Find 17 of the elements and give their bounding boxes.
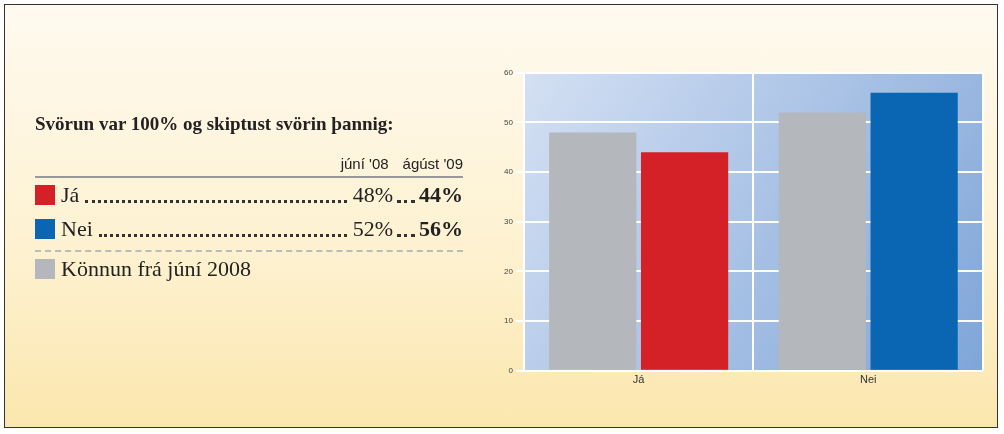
text: 48% xyxy=(352,182,393,208)
y-tick-label: 20 xyxy=(503,266,514,276)
y-tick-label: 30 xyxy=(503,217,514,226)
text: 56% xyxy=(419,216,463,242)
y-tick-label: 0 xyxy=(508,366,514,375)
text: 52% xyxy=(352,216,393,242)
category-label: Já xyxy=(61,182,80,207)
text: 44% xyxy=(419,182,463,208)
legend-label: Könnun frá júní 2008 xyxy=(61,256,252,282)
y-tick-label: 60 xyxy=(503,68,514,77)
category-label: Nei xyxy=(61,216,93,241)
y-tick-label: 50 xyxy=(503,117,514,127)
text: ágúst '09 xyxy=(402,155,463,172)
text: júní '08 xyxy=(340,155,389,172)
text: Svörun var 100% og skiptust svörin þannig: xyxy=(35,113,395,135)
y-tick-label: 10 xyxy=(503,316,514,326)
y-tick-label: 40 xyxy=(503,167,514,177)
